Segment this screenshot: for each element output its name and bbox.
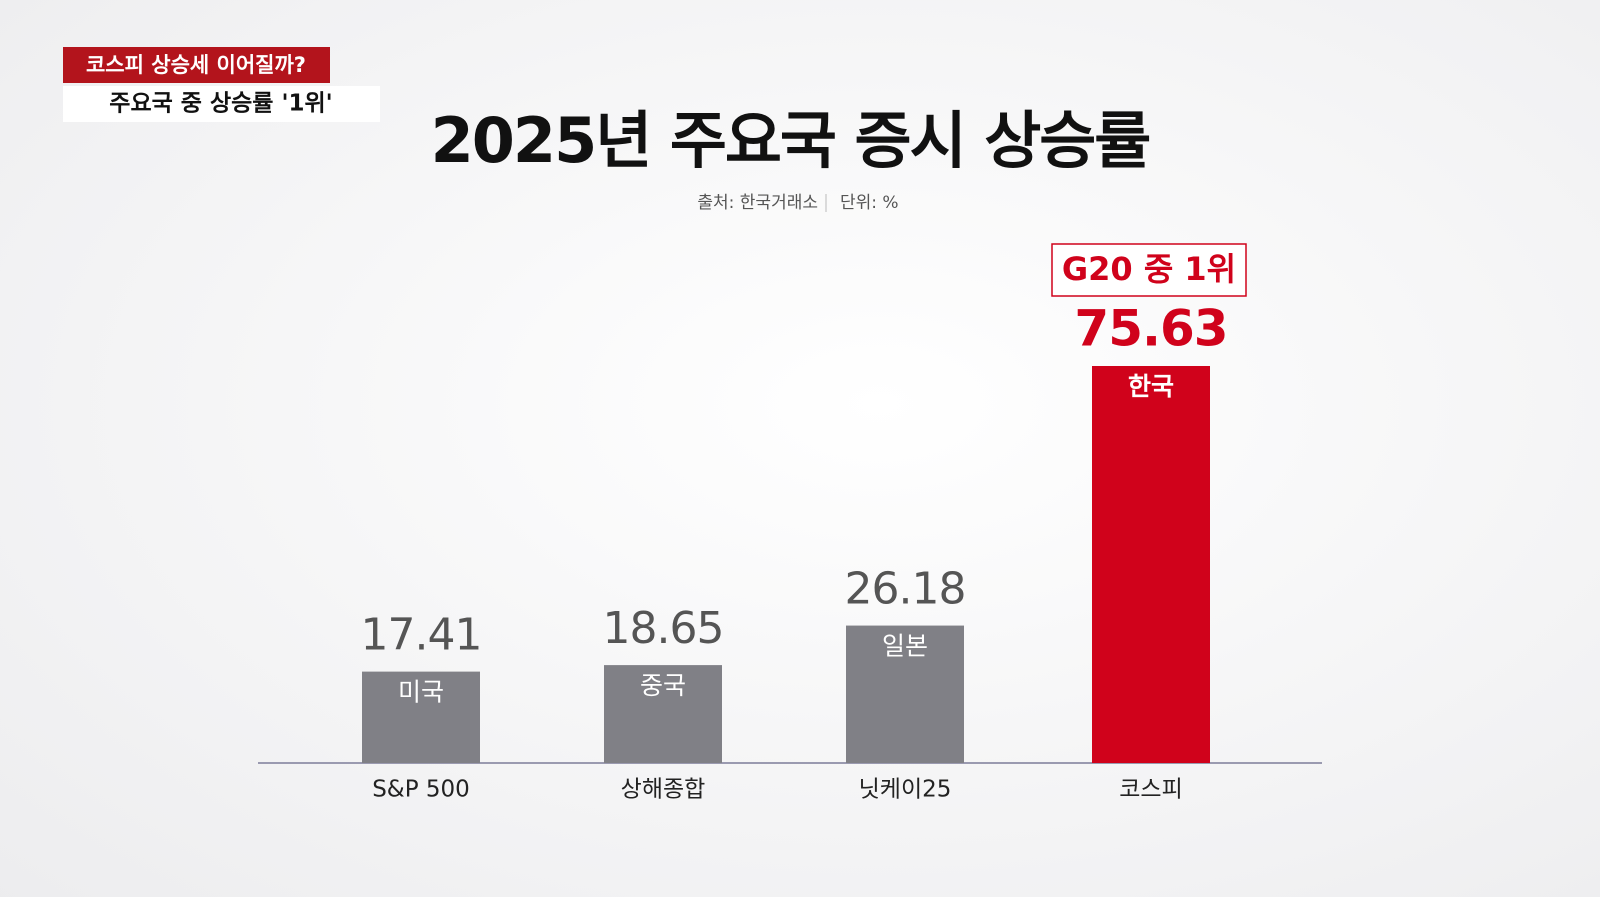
- chart-title: 2025년 주요국 증시 상승률: [431, 104, 1150, 177]
- value-label: 75.63: [1074, 300, 1227, 358]
- value-label: 18.65: [603, 603, 724, 654]
- bar: [846, 625, 964, 763]
- value-label: 17.41: [361, 610, 482, 661]
- bar: [604, 665, 722, 763]
- subheadline-badge: [63, 86, 380, 122]
- bar-label: 미국: [398, 678, 444, 707]
- x-tick-label: 상해종합: [621, 777, 706, 803]
- bar-label: 한국: [1128, 372, 1174, 401]
- bar: [1092, 366, 1210, 763]
- value-label: 26.18: [845, 564, 966, 615]
- annotation-box: [1051, 243, 1247, 297]
- x-tick-label: 코스피: [1119, 777, 1182, 803]
- subheadline: 주요국 중 상승률 '1위': [109, 91, 332, 117]
- bar: [362, 671, 480, 763]
- x-tick-label: 닛케이25: [859, 777, 952, 803]
- x-tick-label: S&P 500: [372, 777, 470, 803]
- bar-label: 일본: [882, 632, 928, 661]
- annotation: G20 중 1위: [1062, 250, 1236, 288]
- headline: 코스피 상승세 이어질까?: [86, 53, 306, 77]
- bar-label: 중국: [640, 671, 686, 700]
- source: 출처: 한국거래소: [697, 193, 818, 213]
- unit: 단위: %: [840, 193, 899, 213]
- headline-badge: [63, 47, 330, 83]
